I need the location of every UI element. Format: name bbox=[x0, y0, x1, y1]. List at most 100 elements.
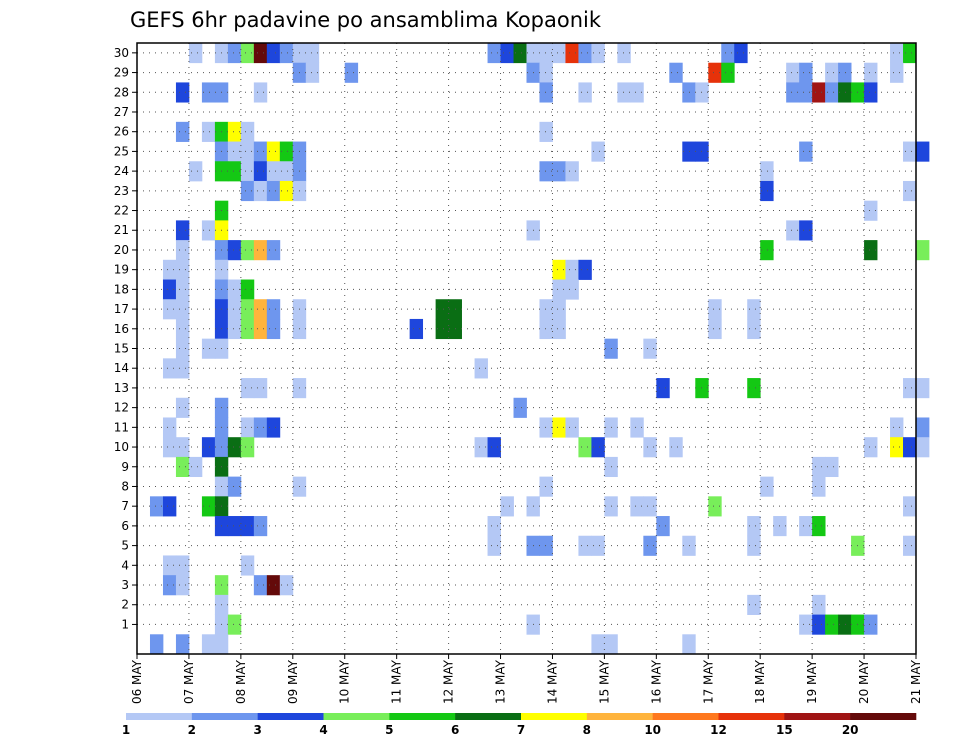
y-tick-label: 20 bbox=[114, 243, 129, 257]
heatmap-cell bbox=[266, 575, 281, 596]
heatmap-cell bbox=[240, 279, 255, 300]
heatmap-cell bbox=[253, 180, 268, 202]
heatmap-cell bbox=[669, 437, 683, 458]
heatmap-cell bbox=[643, 338, 657, 359]
heatmap-cell bbox=[903, 437, 917, 458]
heatmap-cell bbox=[591, 141, 605, 162]
heatmap-cell bbox=[539, 121, 553, 142]
colorbar-label: 1 bbox=[122, 723, 130, 737]
x-tick-label: 06 MAY bbox=[130, 659, 144, 704]
heatmap-cell bbox=[799, 614, 813, 635]
heatmap-cell bbox=[201, 220, 216, 241]
heatmap-cell bbox=[487, 43, 501, 64]
heatmap-cell bbox=[630, 417, 644, 438]
heatmap-cell bbox=[162, 417, 177, 438]
x-tick-label: 17 MAY bbox=[701, 659, 715, 704]
heatmap-cell bbox=[175, 121, 190, 142]
heatmap-cell bbox=[825, 456, 839, 478]
heatmap-cell bbox=[578, 437, 592, 458]
heatmap-cell bbox=[162, 358, 177, 379]
x-tick-label: 21 MAY bbox=[909, 659, 923, 704]
y-tick-label: 9 bbox=[121, 460, 129, 474]
heatmap-cell bbox=[747, 318, 761, 340]
heatmap-cell bbox=[552, 318, 566, 340]
heatmap-cell bbox=[149, 496, 164, 517]
heatmap-cell bbox=[266, 318, 281, 340]
heatmap-cell bbox=[916, 240, 930, 261]
heatmap-cell bbox=[162, 259, 177, 280]
heatmap-cell bbox=[253, 299, 268, 320]
heatmap-cell bbox=[149, 634, 164, 655]
y-tick-label: 23 bbox=[114, 184, 129, 198]
heatmap-cell bbox=[812, 456, 826, 478]
chart-title: GEFS 6hr padavine po ansamblima Kopaonik bbox=[130, 8, 602, 32]
heatmap-cell bbox=[435, 318, 449, 340]
heatmap-cell bbox=[253, 141, 268, 162]
colorbar-label: 5 bbox=[385, 723, 393, 737]
heatmap-cell bbox=[474, 358, 488, 379]
heatmap-cell bbox=[227, 437, 242, 458]
heatmap-cell bbox=[864, 240, 878, 261]
heatmap-cell bbox=[747, 594, 761, 615]
heatmap-cell bbox=[175, 318, 190, 340]
colorbar-label: 12 bbox=[710, 723, 727, 737]
heatmap-cell bbox=[786, 220, 800, 241]
heatmap-cell bbox=[812, 614, 826, 635]
heatmap-cell bbox=[253, 318, 268, 340]
y-tick-label: 21 bbox=[114, 223, 129, 237]
heatmap-cell bbox=[578, 43, 592, 64]
heatmap-cell bbox=[487, 516, 501, 537]
y-tick-label: 3 bbox=[121, 578, 129, 592]
colorbar-swatch bbox=[323, 713, 390, 720]
heatmap-cell bbox=[890, 62, 904, 83]
heatmap-cell bbox=[487, 437, 501, 458]
heatmap-cell bbox=[565, 43, 579, 64]
heatmap-cell bbox=[240, 240, 255, 261]
heatmap-cell bbox=[201, 437, 216, 458]
heatmap-cell bbox=[916, 141, 930, 162]
heatmap-cell bbox=[201, 496, 216, 517]
heatmap-cell bbox=[227, 43, 242, 64]
heatmap-cell bbox=[266, 141, 281, 162]
x-tick-label: 12 MAY bbox=[442, 659, 456, 704]
colorbar-label: 10 bbox=[644, 723, 661, 737]
heatmap-cell bbox=[500, 43, 514, 64]
heatmap-cell bbox=[565, 279, 579, 300]
heatmap-cell bbox=[240, 378, 255, 399]
x-tick-label: 16 MAY bbox=[649, 659, 663, 704]
heatmap-cell bbox=[513, 397, 527, 418]
heatmap-cell bbox=[227, 614, 242, 635]
heatmap-cell bbox=[604, 634, 618, 655]
colorbar-label: 15 bbox=[776, 723, 793, 737]
heatmap-cell bbox=[240, 121, 255, 142]
heatmap-cell bbox=[578, 535, 592, 556]
heatmap-cell bbox=[253, 378, 268, 399]
colorbar-swatch bbox=[718, 713, 785, 720]
heatmap-cell bbox=[838, 62, 852, 83]
heatmap-cell bbox=[175, 397, 190, 418]
x-tick-label: 13 MAY bbox=[494, 659, 508, 704]
heatmap-cell bbox=[175, 555, 190, 576]
heatmap-cell bbox=[916, 437, 930, 458]
heatmap-cell bbox=[162, 496, 177, 517]
heatmap-cell bbox=[305, 62, 320, 83]
heatmap-cell bbox=[227, 161, 242, 182]
y-tick-label: 10 bbox=[114, 440, 129, 454]
heatmap-cell bbox=[838, 82, 852, 103]
heatmap-cell bbox=[162, 555, 177, 576]
heatmap-cell bbox=[240, 180, 255, 202]
colorbar-swatch bbox=[455, 713, 522, 720]
y-tick-label: 2 bbox=[121, 598, 129, 612]
heatmap-cell bbox=[409, 318, 424, 340]
heatmap-cell bbox=[565, 161, 579, 182]
heatmap-cell bbox=[279, 141, 294, 162]
heatmap-cell bbox=[253, 575, 268, 596]
heatmap-cell bbox=[760, 240, 774, 261]
heatmap-cell bbox=[721, 43, 735, 64]
heatmap-cell bbox=[721, 62, 735, 83]
heatmap-cell bbox=[786, 82, 800, 103]
heatmap-cell bbox=[565, 417, 579, 438]
colorbar-swatch bbox=[586, 713, 653, 720]
heatmap-cell bbox=[201, 82, 216, 103]
heatmap-cell bbox=[747, 299, 761, 320]
